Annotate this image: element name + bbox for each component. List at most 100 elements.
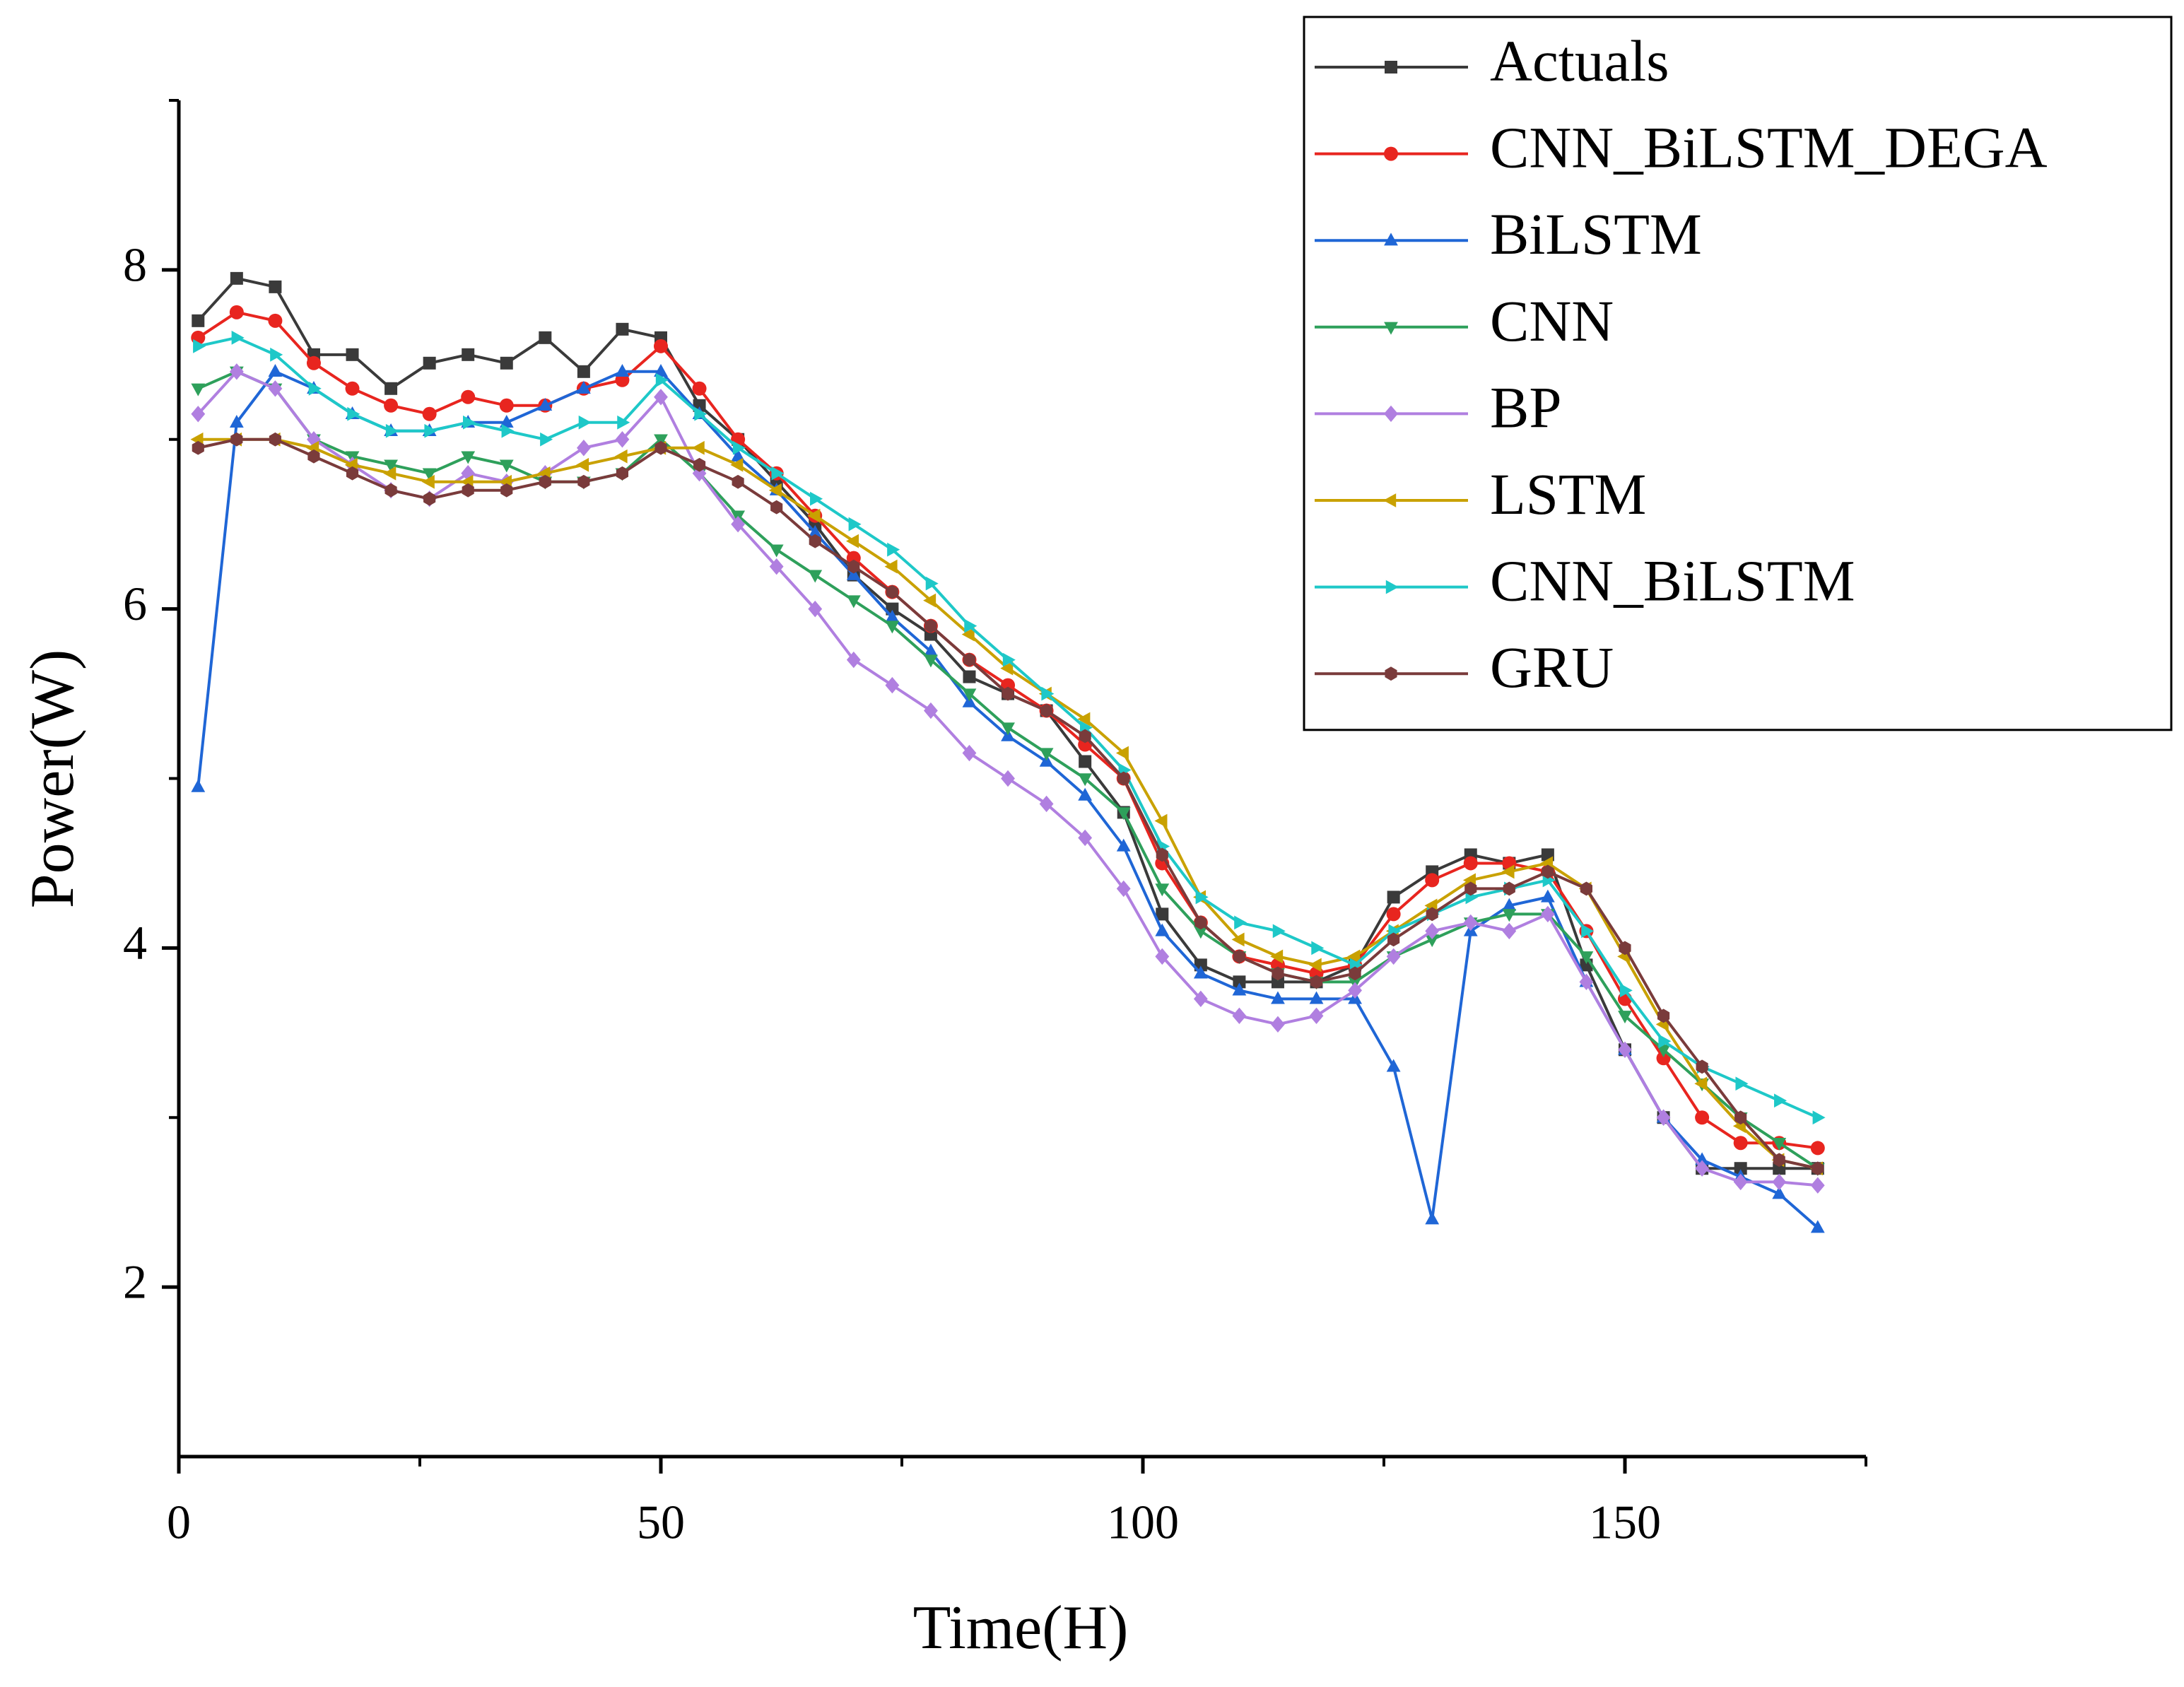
marker [1311,941,1325,956]
marker [616,466,629,481]
marker [229,414,244,428]
marker [924,643,938,657]
marker [1580,881,1593,896]
marker [1502,909,1517,922]
legend-label: CNN_BiLSTM_DEGA [1490,115,2048,180]
marker [191,383,206,396]
marker [809,534,821,548]
marker [307,449,320,464]
marker [962,744,977,762]
marker [771,466,785,481]
marker [885,609,900,623]
marker [462,483,474,498]
legend-box [1303,16,2173,731]
marker [384,483,397,498]
marker [1695,1110,1710,1125]
marker [1233,975,1246,989]
legend-label: CNN [1490,288,1614,353]
marker [1232,1007,1247,1025]
marker [1540,905,1555,923]
marker [730,457,744,472]
marker [1272,966,1284,981]
marker [654,339,668,353]
marker [1579,973,1594,991]
marker [423,356,436,370]
marker [614,449,628,464]
marker [963,652,976,667]
marker [1309,991,1324,1004]
marker [500,483,513,498]
marker [268,380,283,397]
marker [692,381,707,396]
marker [269,432,281,447]
marker [1193,990,1208,1008]
marker [846,534,859,548]
marker [732,440,746,455]
marker [1503,881,1515,896]
y-tick-label: 6 [123,577,147,630]
marker [1502,922,1517,940]
marker [884,559,898,574]
marker [654,364,668,377]
marker [1348,982,1362,999]
marker [924,654,938,668]
marker [191,779,206,792]
marker [422,468,437,481]
marker [424,423,438,438]
marker [848,517,862,531]
marker [268,364,283,377]
marker [1579,951,1594,965]
legend-label: CNN_BiLSTM [1490,548,1855,613]
marker [193,339,206,353]
marker [461,451,476,464]
marker [1156,907,1169,921]
marker [499,398,514,413]
marker [231,330,245,345]
marker [962,688,977,702]
marker [1386,907,1401,922]
marker [1425,934,1440,948]
marker [1349,966,1361,981]
y-tick-label: 2 [123,1255,147,1309]
marker [1385,61,1397,74]
marker [1234,915,1247,930]
marker [1772,1138,1787,1151]
legend-label: BiLSTM [1490,201,1702,266]
legend-label: GRU [1490,635,1614,700]
marker [1772,1173,1787,1191]
marker [499,414,514,428]
y-axis-title: Power(W) [18,649,87,909]
marker [1078,787,1093,801]
marker [1425,873,1440,888]
marker [846,651,861,669]
marker [384,398,399,413]
marker [1116,807,1131,821]
marker [1271,1016,1285,1033]
marker [1308,958,1322,972]
marker [423,491,436,506]
marker [422,406,437,421]
marker [539,474,551,489]
marker [1272,924,1286,939]
marker [1774,1093,1787,1108]
marker [1193,965,1208,979]
marker [1115,746,1129,760]
marker [1694,1076,1708,1091]
marker [654,434,668,447]
marker [963,670,976,683]
marker [886,584,898,599]
marker [964,618,977,633]
marker [1464,881,1477,896]
marker [1233,949,1245,964]
marker [693,457,706,472]
marker [1386,948,1401,965]
marker [1734,1162,1747,1175]
marker [846,567,861,580]
marker [923,593,937,608]
marker [1001,770,1015,787]
marker [846,595,861,609]
marker [230,432,243,447]
marker [769,558,784,575]
x-tick-label: 150 [1589,1495,1661,1549]
